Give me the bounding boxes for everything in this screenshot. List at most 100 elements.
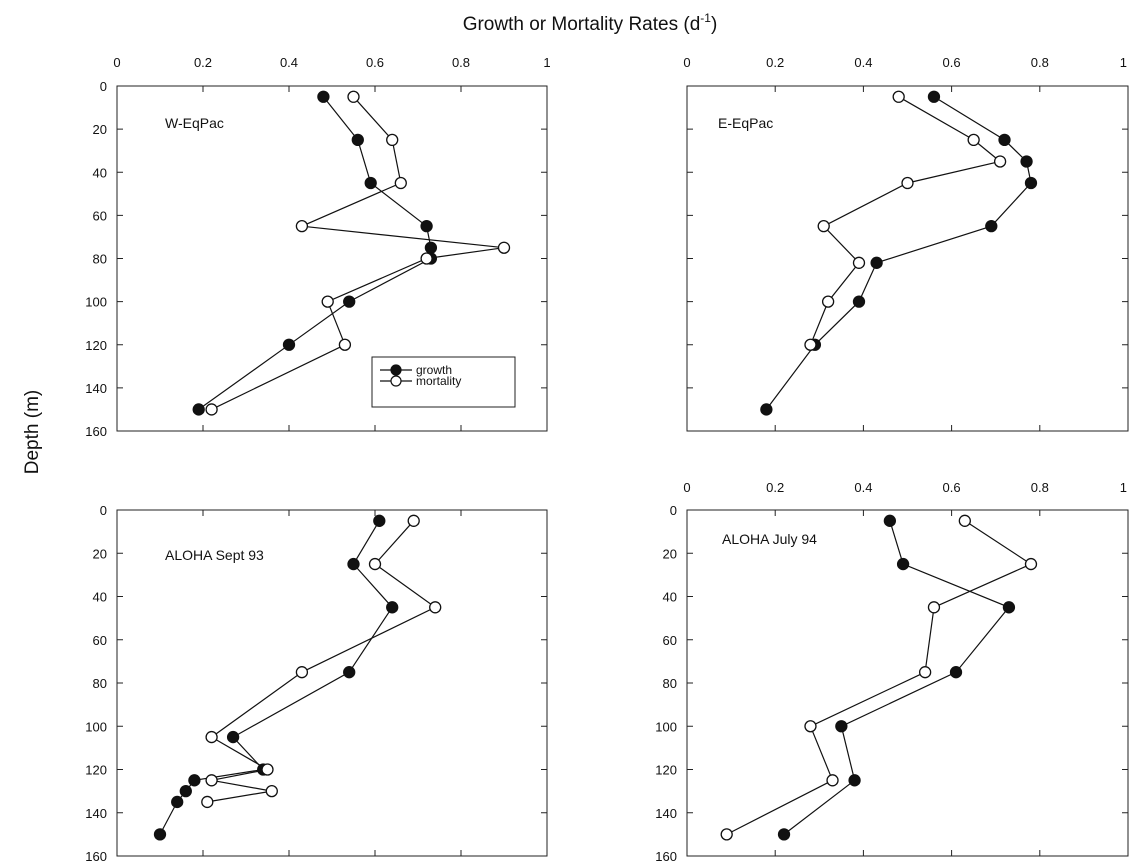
growth-point <box>343 295 356 308</box>
legend-label: growth <box>416 363 452 377</box>
growth-point <box>424 241 438 254</box>
plot-frame <box>686 85 1129 432</box>
mortality-point <box>497 241 511 254</box>
growth-point <box>896 557 910 571</box>
mortality-point <box>720 828 733 841</box>
growth-point <box>192 403 205 416</box>
panel-title: W-EqPac <box>165 115 224 131</box>
mortality-point <box>901 176 914 190</box>
y-tick-label: 60 <box>93 633 107 648</box>
growth-point <box>351 133 364 147</box>
growth-point <box>835 720 848 733</box>
x-tick-label: 1 <box>543 55 550 70</box>
y-tick-label: 80 <box>93 676 107 691</box>
chart-panel: 0 20 40 60 80 100 120 140 160 0 0.2 0.4 0.6 0.8 1 ALOHA… <box>655 480 1129 864</box>
mortality-point <box>407 514 420 527</box>
panel-title: ALOHA Sept 93 <box>165 547 264 563</box>
y-tick-label: 40 <box>93 165 107 180</box>
growth-point <box>343 666 356 679</box>
mortality-point <box>826 774 839 787</box>
x-tick-label: 0.4 <box>280 55 298 70</box>
mortality-point <box>804 720 817 733</box>
x-tick-label: 0.8 <box>1031 55 1049 70</box>
growth-point <box>386 601 399 614</box>
growth-point <box>1024 176 1038 190</box>
series-line-mortality <box>809 96 1002 346</box>
mortality-point <box>338 338 352 351</box>
y-tick-label: 80 <box>663 676 677 691</box>
y-tick-label: 60 <box>663 633 677 648</box>
y-tick-label: 120 <box>85 763 107 778</box>
growth-point <box>188 774 201 787</box>
y-tick-label: 100 <box>655 719 677 734</box>
x-tick-label: 0.6 <box>943 480 961 495</box>
growth-point <box>852 295 866 308</box>
y-tick-label: 0 <box>670 503 677 518</box>
mortality-point <box>927 601 941 614</box>
growth-point <box>760 403 773 416</box>
growth-point <box>317 90 330 103</box>
x-tick-label: 0.4 <box>854 480 872 495</box>
x-tick-label: 0.6 <box>366 55 384 70</box>
growth-point <box>347 557 360 571</box>
y-tick-label: 0 <box>100 79 107 94</box>
y-tick-label: 80 <box>93 252 107 267</box>
series-line-growth <box>159 520 393 835</box>
growth-point <box>1002 601 1016 614</box>
y-tick-label: 20 <box>93 122 107 137</box>
mortality-point <box>201 795 214 809</box>
mortality-point <box>918 666 932 679</box>
growth-point <box>153 828 167 841</box>
mortality-point <box>386 133 399 147</box>
growth-point <box>985 220 998 233</box>
x-tick-label: 1 <box>1120 55 1127 70</box>
figure-y-axis-title: Depth (m) <box>22 390 43 474</box>
mortality-point <box>295 666 309 679</box>
mortality-point <box>1024 557 1038 571</box>
chart-panel: 0 20 40 60 80 100 120 140 160 ALOHA Sept 93 <box>85 503 548 864</box>
y-tick-label: 100 <box>85 295 107 310</box>
mortality-point <box>368 557 382 571</box>
y-tick-label: 160 <box>655 849 677 864</box>
legend-label: mortality <box>416 374 461 388</box>
mortality-point <box>321 295 334 308</box>
growth-point <box>179 784 192 798</box>
legend-mortality-marker <box>390 375 402 387</box>
y-tick-label: 60 <box>93 208 107 223</box>
legend-growth-marker <box>390 364 402 376</box>
mortality-point <box>821 295 835 308</box>
growth-point <box>870 256 883 269</box>
growth-point <box>927 90 941 103</box>
panel-title: ALOHA July 94 <box>722 531 817 547</box>
growth-point <box>282 338 296 351</box>
figure-x-axis-title: Growth or Mortality Rates (d-1) <box>463 11 718 35</box>
x-tick-label: 0.8 <box>1031 480 1049 495</box>
mortality-point <box>394 176 407 190</box>
y-tick-label: 120 <box>655 763 677 778</box>
y-tick-label: 100 <box>85 719 107 734</box>
x-tick-label: 0.6 <box>943 55 961 70</box>
y-tick-label: 140 <box>655 806 677 821</box>
mortality-point <box>817 220 830 233</box>
mortality-point <box>205 730 218 744</box>
x-tick-label: 0.2 <box>194 55 212 70</box>
chart-panel: 0 20 40 60 80 100 120 140 160 0 0.2 0.4 0.6 0.8 1 W-EqP… <box>85 55 550 439</box>
series-line-growth <box>765 96 1032 410</box>
y-tick-label: 140 <box>85 381 107 396</box>
mortality-point <box>261 763 274 776</box>
y-tick-label: 160 <box>85 849 107 864</box>
y-tick-label: 40 <box>663 590 677 605</box>
y-tick-label: 40 <box>93 590 107 605</box>
growth-point <box>949 666 963 679</box>
growth-point <box>373 514 386 527</box>
mortality-point <box>892 90 905 103</box>
mortality-point <box>205 774 218 787</box>
mortality-point <box>804 338 817 351</box>
mortality-point <box>958 514 971 527</box>
growth-point <box>998 133 1011 147</box>
growth-point <box>883 514 897 527</box>
y-tick-label: 0 <box>100 503 107 518</box>
y-tick-label: 20 <box>93 546 107 561</box>
x-tick-label: 1 <box>1120 480 1127 495</box>
